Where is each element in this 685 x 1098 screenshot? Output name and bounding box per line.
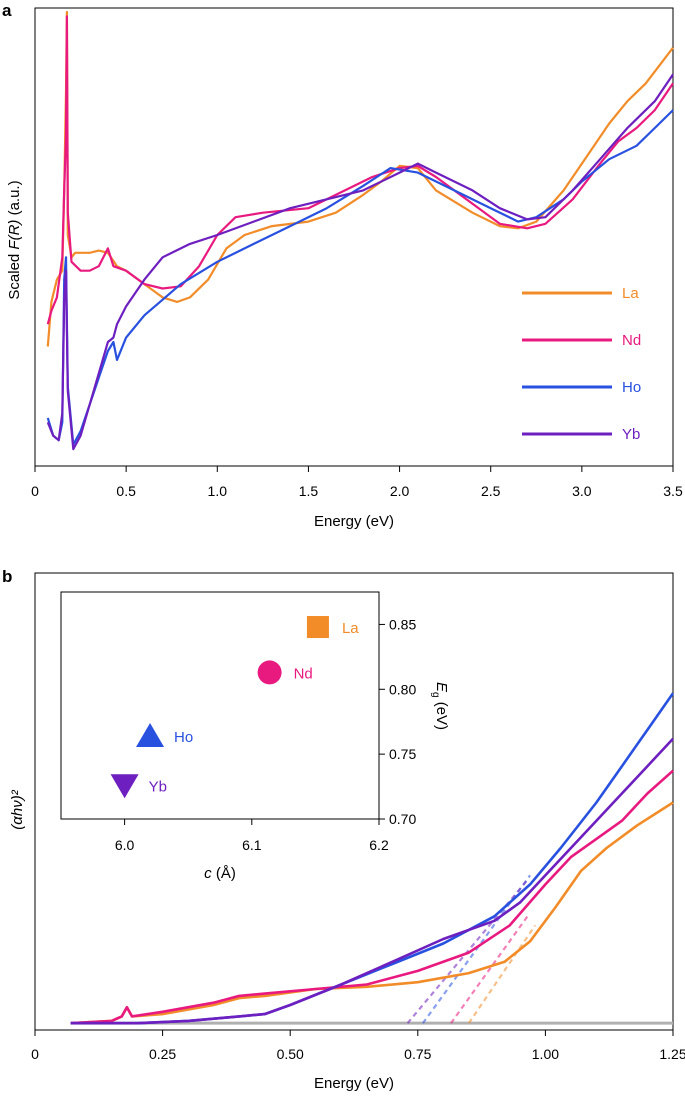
panel-a-series-la bbox=[46, 10, 674, 347]
legend-label-yb: Yb bbox=[622, 426, 640, 443]
panel-a-x-tick-label: 1.0 bbox=[208, 483, 228, 499]
panel-a-x-tick-label: 0 bbox=[31, 483, 39, 499]
panel-a-legend: La Nd Ho Yb bbox=[522, 285, 641, 443]
panel-a-series-nd bbox=[46, 15, 674, 325]
inset-label-ho: Ho bbox=[174, 729, 193, 746]
panel-b-x-tick-label: 0.75 bbox=[404, 1046, 431, 1062]
panel-b-fit-nd bbox=[450, 915, 529, 1024]
panel-b-x-tick-label: 1.25 bbox=[659, 1046, 685, 1062]
panel-a-x-tick-label: 0.5 bbox=[116, 483, 136, 499]
panel-a-y-axis-title: Scaled F(R) (a.u.) bbox=[6, 180, 23, 299]
panel-a-x-tick-label: 1.5 bbox=[299, 483, 319, 499]
inset-marker-la bbox=[306, 616, 329, 639]
inset-chart: 6.0 6.1 6.20.70 0.75 0.80 0.85 La Nd Ho Yb c (Å)… bbox=[60, 591, 450, 882]
panel-a-x-tick-label: 3.5 bbox=[663, 483, 683, 499]
panel-b-x-tick-label: 1.00 bbox=[532, 1046, 559, 1062]
inset-label-nd: Nd bbox=[294, 665, 313, 682]
legend-label-la: La bbox=[622, 285, 639, 302]
panel-b-y-axis-title: (αhν)² bbox=[9, 789, 26, 829]
panel-b-frame bbox=[34, 572, 674, 1031]
inset-y-axis-title: Eg (eV) bbox=[430, 682, 450, 730]
panel-a-x-ticks: 0 0.5 1.0 1.5 2.0 2.5 3.0 3.5 bbox=[31, 466, 683, 499]
panel-b-series-yb bbox=[70, 737, 674, 1025]
panel-b-x-tick-label: 0.50 bbox=[277, 1046, 304, 1062]
panel-b: b 0 0.25 0.50 0.75 1.00 1.25 Energy (eV) (αhν… bbox=[2, 567, 685, 1092]
panel-a-series-ho bbox=[46, 109, 674, 446]
panel-a-x-tick-label: 2.0 bbox=[390, 483, 410, 499]
panel-a-series bbox=[46, 10, 674, 451]
inset-frame bbox=[60, 591, 380, 820]
inset-y-tick-label: 0.75 bbox=[389, 746, 416, 762]
legend-label-nd: Nd bbox=[622, 332, 641, 349]
inset-x-axis-title: c (Å) bbox=[204, 865, 236, 882]
panel-b-fit-la bbox=[467, 924, 537, 1024]
panel-b-series-nd bbox=[70, 769, 674, 1025]
panel-a-label: a bbox=[2, 1, 12, 20]
inset-marker-ho bbox=[136, 722, 165, 747]
panel-b-x-axis-title: Energy (eV) bbox=[314, 1075, 394, 1092]
inset-y-tick-label: 0.70 bbox=[389, 811, 416, 827]
inset-ticks: 6.0 6.1 6.20.70 0.75 0.80 0.85 bbox=[115, 616, 417, 853]
panel-a: a 0 0.5 1.0 1.5 2.0 2.5 3.0 3.5 La Nd Ho Yb Energy… bbox=[2, 1, 683, 530]
panel-b-x-ticks: 0 0.25 0.50 0.75 1.00 1.25 bbox=[31, 1030, 685, 1062]
inset-y-tick-label: 0.85 bbox=[389, 616, 416, 632]
inset-label-la: La bbox=[342, 620, 359, 637]
inset-x-tick-label: 6.0 bbox=[115, 837, 135, 853]
inset-points: La Nd Ho Yb bbox=[110, 616, 359, 799]
panel-a-x-tick-label: 3.0 bbox=[572, 483, 592, 499]
panel-b-x-tick-label: 0.25 bbox=[149, 1046, 176, 1062]
inset-marker-yb bbox=[110, 774, 139, 799]
inset-y-tick-label: 0.80 bbox=[389, 681, 416, 697]
legend-label-ho: Ho bbox=[622, 379, 641, 396]
panel-b-fit-ho bbox=[422, 874, 531, 1024]
panel-a-x-axis-title: Energy (eV) bbox=[314, 513, 394, 530]
panel-b-label: b bbox=[2, 567, 12, 586]
panel-b-series bbox=[70, 692, 675, 1025]
panel-a-series-yb bbox=[46, 73, 674, 451]
panel-a-frame bbox=[34, 7, 674, 467]
inset-x-tick-label: 6.2 bbox=[369, 837, 389, 853]
panel-a-x-tick-label: 2.5 bbox=[481, 483, 501, 499]
inset-x-tick-label: 6.1 bbox=[242, 837, 262, 853]
inset-label-yb: Yb bbox=[149, 778, 167, 795]
inset-marker-nd bbox=[257, 660, 282, 685]
panel-b-x-tick-label: 0 bbox=[31, 1046, 39, 1062]
